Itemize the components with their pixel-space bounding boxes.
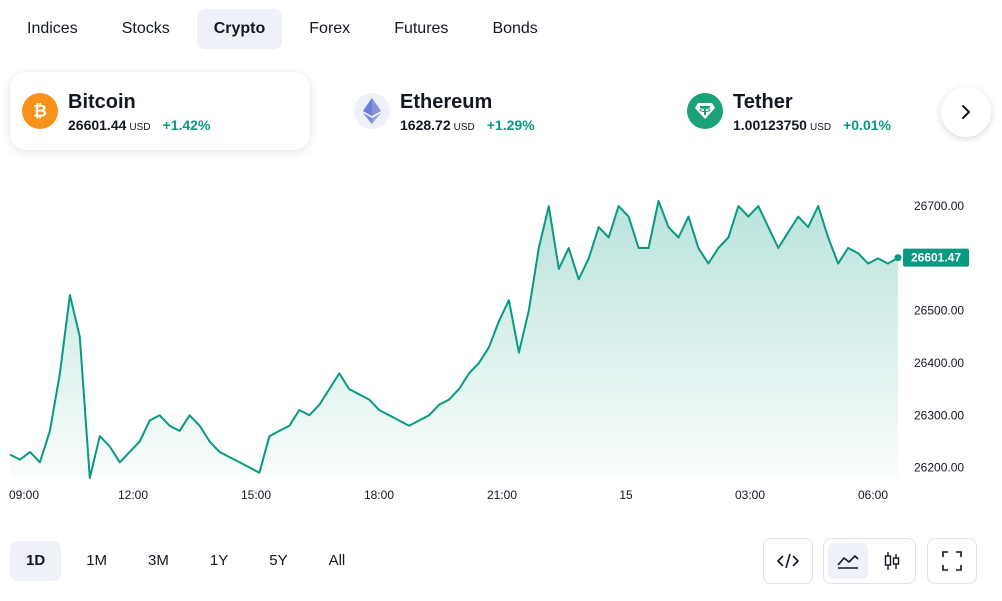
x-tick-label: 21:00 [487, 488, 517, 502]
chevron-right-icon [962, 105, 970, 119]
tab-futures[interactable]: Futures [394, 20, 449, 37]
x-tick-label: 18:00 [364, 488, 394, 502]
x-tick-label: 15:00 [241, 488, 271, 502]
y-tick-label: 26500.00 [914, 304, 964, 318]
y-tick-label: 26200.00 [914, 461, 964, 475]
svg-text:₿: ₿ [33, 102, 47, 122]
price-chart[interactable]: 26700.0026600.0026500.0026400.0026300.00… [0, 160, 1002, 505]
range-5y[interactable]: 5Y [269, 552, 288, 569]
ticker-unit: USD [129, 121, 151, 133]
x-tick-label: 15 [619, 488, 633, 502]
price-area-fill [10, 200, 898, 478]
ticker-change: +1.42% [162, 116, 211, 133]
range-3m[interactable]: 3M [148, 552, 169, 569]
ticker-change: +1.29% [486, 116, 535, 133]
x-tick-label: 09:00 [9, 488, 39, 502]
candlestick-chart-button[interactable] [872, 543, 912, 579]
fullscreen-button[interactable] [927, 538, 977, 584]
tab-indices[interactable]: Indices [27, 20, 78, 37]
ticker-card-tether[interactable]: Tether 1.00123750 USD +0.01% [675, 72, 935, 150]
fullscreen-icon [942, 551, 962, 571]
ticker-price: 1.00123750 [733, 116, 807, 133]
ticker-name: Ethereum [400, 90, 493, 113]
ticker-unit: USD [453, 121, 475, 133]
chart-type-switch [823, 538, 916, 584]
ticker-price: 1628.72 [400, 116, 451, 133]
ticker-change: +0.01% [843, 116, 891, 133]
x-tick-label: 06:00 [858, 488, 888, 502]
ticker-card-ethereum[interactable]: Ethereum 1628.72 USD +1.29% [342, 72, 642, 150]
range-all[interactable]: All [328, 552, 346, 569]
svg-text:26601.47: 26601.47 [911, 251, 961, 265]
ethereum-icon [354, 93, 390, 129]
last-value-label: 26601.47 [903, 248, 969, 267]
range-1d[interactable]: 1D [10, 541, 62, 581]
tab-forex[interactable]: Forex [309, 20, 351, 37]
area-chart-button[interactable] [827, 543, 868, 579]
tab-bonds[interactable]: Bonds [492, 20, 538, 37]
x-tick-label: 12:00 [118, 488, 148, 502]
tab-stocks[interactable]: Stocks [121, 20, 170, 37]
y-tick-label: 26400.00 [914, 356, 964, 370]
area-chart-icon [836, 555, 859, 569]
range-selector: 1D 1M 3M 1Y 5Y All [10, 541, 370, 581]
price-line [9, 199, 899, 479]
ticker-unit: USD [809, 121, 832, 133]
bitcoin-icon: ₿ [22, 93, 58, 129]
range-1y[interactable]: 1Y [209, 552, 229, 569]
ticker-name: Tether [733, 90, 793, 113]
x-tick-label: 03:00 [735, 488, 765, 502]
candlestick-icon [884, 552, 899, 570]
y-tick-label: 26300.00 [914, 408, 964, 422]
ticker-name: Bitcoin [68, 90, 136, 113]
market-tabs: Indices Stocks Crypto Forex Futures Bond… [10, 9, 565, 49]
code-icon [777, 553, 799, 569]
range-1m[interactable]: 1M [86, 552, 108, 569]
ticker-card-bitcoin[interactable]: ₿ Bitcoin 26601.44 USD +1.42% [10, 72, 310, 150]
ticker-price: 26601.44 [68, 116, 127, 133]
tab-crypto[interactable]: Crypto [196, 9, 283, 49]
embed-button[interactable] [763, 538, 813, 584]
y-tick-label: 26700.00 [914, 199, 964, 213]
next-tickers-button[interactable] [941, 87, 991, 137]
tether-icon [687, 93, 723, 129]
last-price-marker [894, 254, 902, 262]
